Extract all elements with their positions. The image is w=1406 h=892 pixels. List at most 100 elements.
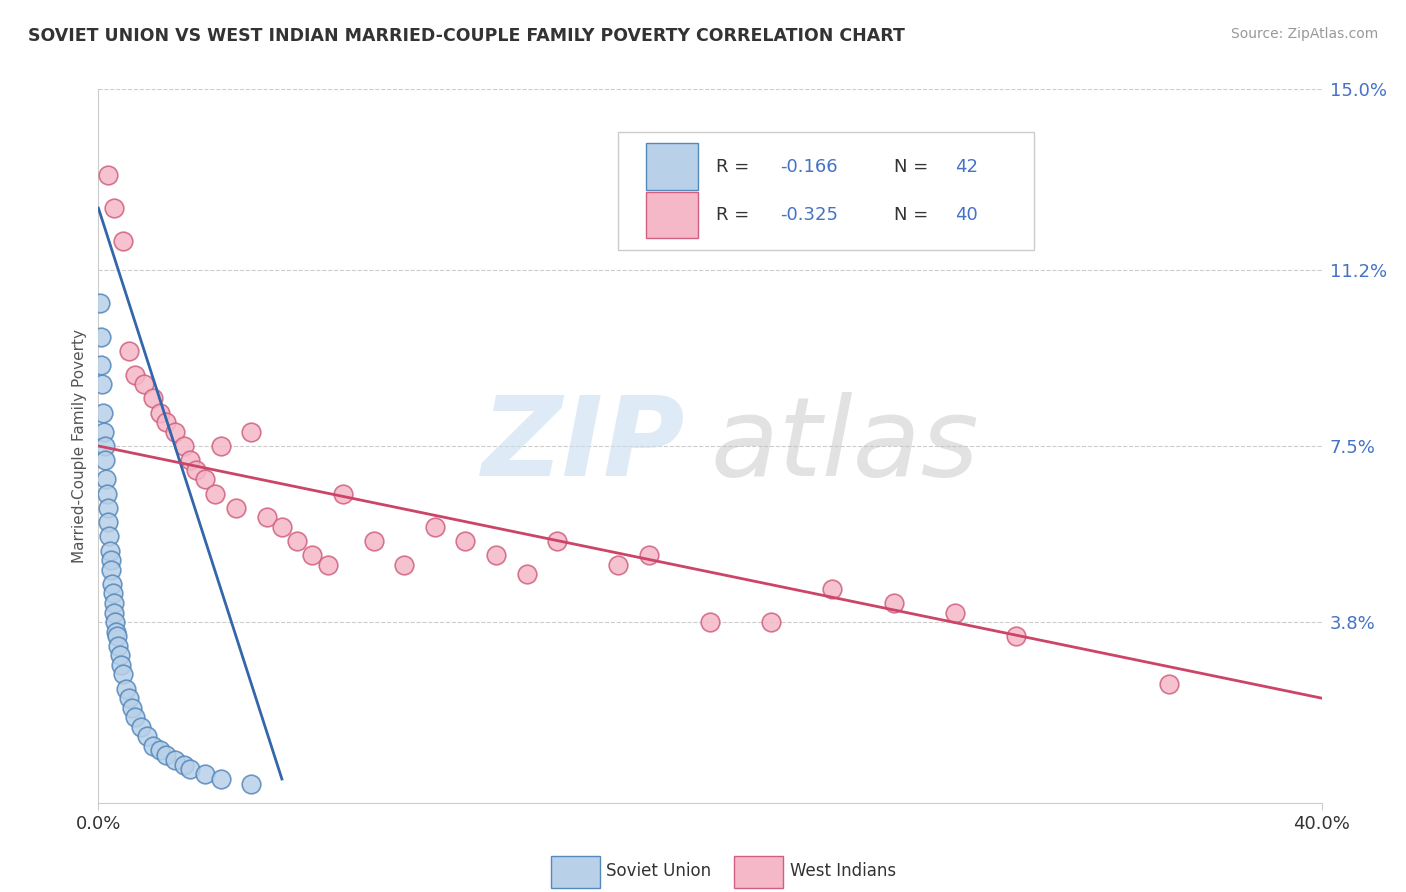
Text: SOVIET UNION VS WEST INDIAN MARRIED-COUPLE FAMILY POVERTY CORRELATION CHART: SOVIET UNION VS WEST INDIAN MARRIED-COUP… bbox=[28, 27, 905, 45]
Point bbox=[699, 615, 721, 629]
Point bbox=[761, 615, 783, 629]
Point bbox=[392, 558, 416, 572]
Point bbox=[118, 691, 141, 706]
Point bbox=[124, 710, 146, 724]
Point bbox=[94, 453, 117, 467]
Point bbox=[111, 667, 134, 681]
Point bbox=[100, 553, 122, 567]
Text: atlas: atlas bbox=[710, 392, 979, 500]
FancyBboxPatch shape bbox=[647, 192, 697, 238]
Point bbox=[423, 520, 446, 534]
Text: ZIP: ZIP bbox=[482, 392, 686, 500]
Point bbox=[173, 439, 195, 453]
Point bbox=[204, 486, 226, 500]
FancyBboxPatch shape bbox=[647, 144, 697, 190]
Point bbox=[209, 772, 232, 786]
Text: West Indians: West Indians bbox=[790, 862, 896, 880]
Point bbox=[638, 549, 661, 563]
FancyBboxPatch shape bbox=[734, 856, 783, 888]
Point bbox=[93, 439, 115, 453]
Point bbox=[121, 700, 143, 714]
Text: Soviet Union: Soviet Union bbox=[606, 862, 711, 880]
Point bbox=[1157, 677, 1180, 691]
Point bbox=[155, 415, 177, 429]
Point bbox=[129, 720, 152, 734]
Y-axis label: Married-Couple Family Poverty: Married-Couple Family Poverty bbox=[72, 329, 87, 563]
Point bbox=[163, 753, 186, 767]
Point bbox=[134, 377, 156, 392]
Point bbox=[94, 472, 117, 486]
Point bbox=[332, 486, 354, 500]
Point bbox=[149, 743, 172, 757]
Point bbox=[454, 534, 477, 549]
Point bbox=[110, 657, 132, 672]
Point bbox=[89, 296, 111, 310]
Point bbox=[105, 624, 128, 639]
Point bbox=[516, 567, 538, 582]
Point bbox=[363, 534, 385, 549]
Point bbox=[821, 582, 844, 596]
Point bbox=[91, 406, 114, 420]
Point bbox=[179, 453, 201, 467]
Point bbox=[155, 748, 177, 763]
FancyBboxPatch shape bbox=[619, 132, 1035, 250]
Point bbox=[108, 648, 131, 663]
Point bbox=[179, 763, 201, 777]
Point bbox=[142, 739, 165, 753]
Point bbox=[607, 558, 630, 572]
Text: N =: N = bbox=[894, 206, 934, 224]
Point bbox=[186, 463, 208, 477]
Point bbox=[225, 500, 247, 515]
Point bbox=[142, 392, 165, 406]
Point bbox=[118, 343, 141, 358]
Point bbox=[209, 439, 232, 453]
Point bbox=[104, 615, 127, 629]
Point bbox=[97, 500, 120, 515]
Point bbox=[285, 534, 308, 549]
Point bbox=[240, 777, 263, 791]
Point bbox=[97, 168, 120, 182]
Point bbox=[103, 596, 125, 610]
Point bbox=[98, 543, 121, 558]
Point bbox=[943, 606, 966, 620]
FancyBboxPatch shape bbox=[551, 856, 600, 888]
Point bbox=[98, 529, 121, 543]
Text: N =: N = bbox=[894, 158, 934, 176]
Point bbox=[546, 534, 568, 549]
Point bbox=[256, 510, 278, 524]
Point bbox=[91, 377, 114, 392]
Point bbox=[101, 586, 124, 600]
Point bbox=[270, 520, 294, 534]
Point bbox=[173, 757, 195, 772]
Text: 42: 42 bbox=[955, 158, 977, 176]
Point bbox=[111, 235, 134, 249]
Point bbox=[100, 563, 122, 577]
Point bbox=[103, 201, 125, 215]
Point bbox=[124, 368, 146, 382]
Point bbox=[883, 596, 905, 610]
Point bbox=[103, 606, 125, 620]
Point bbox=[90, 358, 112, 372]
Point bbox=[105, 629, 128, 643]
Point bbox=[485, 549, 508, 563]
Text: -0.166: -0.166 bbox=[780, 158, 838, 176]
Point bbox=[194, 767, 217, 781]
Text: Source: ZipAtlas.com: Source: ZipAtlas.com bbox=[1230, 27, 1378, 41]
Point bbox=[1004, 629, 1026, 643]
Point bbox=[194, 472, 217, 486]
Point bbox=[90, 329, 112, 343]
Point bbox=[163, 425, 186, 439]
Text: 40: 40 bbox=[955, 206, 977, 224]
Point bbox=[107, 639, 129, 653]
Point bbox=[115, 681, 138, 696]
Text: -0.325: -0.325 bbox=[780, 206, 838, 224]
Point bbox=[301, 549, 323, 563]
Point bbox=[101, 577, 124, 591]
Point bbox=[149, 406, 172, 420]
Text: R =: R = bbox=[716, 158, 755, 176]
Point bbox=[96, 486, 118, 500]
Text: R =: R = bbox=[716, 206, 755, 224]
Point bbox=[240, 425, 263, 439]
Point bbox=[93, 425, 115, 439]
Point bbox=[316, 558, 339, 572]
